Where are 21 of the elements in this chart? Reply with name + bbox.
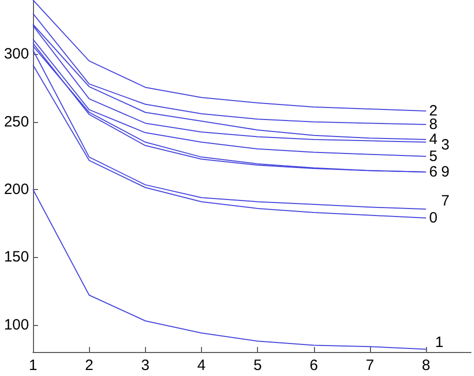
x-tick-label: 4 xyxy=(197,357,206,374)
series-label: 3 xyxy=(441,136,450,154)
series-label: 5 xyxy=(429,148,438,165)
y-tick-label: 250 xyxy=(4,113,29,130)
x-tick-label: 3 xyxy=(141,357,150,374)
y-tick-label: 300 xyxy=(4,46,29,63)
series-label: 9 xyxy=(441,163,450,180)
series-label: 4 xyxy=(429,130,438,148)
x-tick-label: 2 xyxy=(84,357,94,374)
series-label: 1 xyxy=(435,334,444,351)
x-tick-label: 1 xyxy=(28,357,38,374)
series-label: 0 xyxy=(429,209,438,226)
series-label: 6 xyxy=(429,163,438,180)
x-tick-label: 5 xyxy=(253,357,262,374)
x-tick-label: 7 xyxy=(366,357,374,374)
series-label: 7 xyxy=(441,192,450,210)
x-tick-label: 6 xyxy=(310,357,318,374)
y-tick-label: 150 xyxy=(4,248,29,266)
x-tick-label: 8 xyxy=(422,357,430,374)
y-tick-label: 200 xyxy=(4,181,29,198)
y-tick-label: 100 xyxy=(4,316,29,334)
